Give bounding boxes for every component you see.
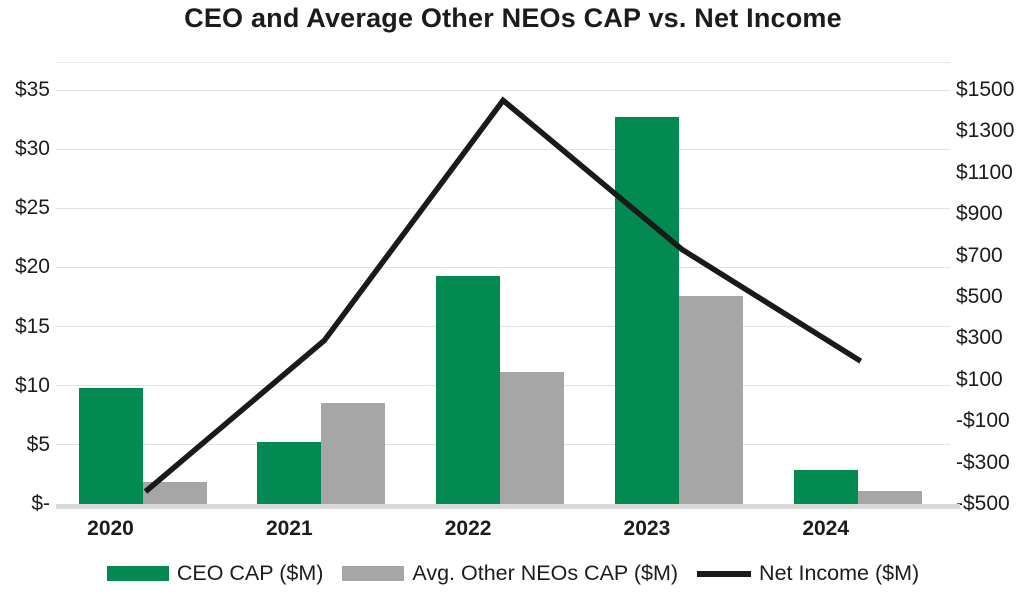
y-axis-tick-label-right: $1100 bbox=[956, 160, 1013, 184]
legend-label-ceo-cap: CEO CAP ($M) bbox=[176, 561, 324, 585]
x-axis-year-label-2021: 2021 bbox=[265, 517, 313, 540]
ceo-cap-bar-2020 bbox=[78, 388, 143, 504]
neo-cap-bar-2020 bbox=[142, 481, 207, 504]
y-axis-tick-label-right: -$100 bbox=[956, 409, 1010, 433]
y-axis-tick-label-right: $300 bbox=[956, 326, 1003, 350]
y-axis-tick-label-right: $1500 bbox=[956, 78, 1015, 101]
x-axis-year-label-2020: 2020 bbox=[87, 517, 134, 540]
ceo-cap-bar-2023 bbox=[614, 117, 679, 504]
neo-cap-bar-2022 bbox=[500, 371, 565, 504]
x-axis-year-label-2024: 2024 bbox=[802, 517, 850, 540]
y-axis-tick-label-right: $700 bbox=[956, 243, 1003, 267]
plot-top-border bbox=[56, 62, 950, 63]
neo-cap-bar-2023 bbox=[678, 295, 743, 504]
gridline bbox=[56, 266, 950, 268]
neo-cap-bar-2024 bbox=[857, 490, 922, 504]
x-axis-year-label-2022: 2022 bbox=[444, 517, 492, 540]
gridline bbox=[56, 89, 950, 91]
y-axis-tick-label-right: -$300 bbox=[956, 450, 1010, 474]
y-axis-tick-label-left: $5 bbox=[26, 432, 50, 456]
neo-cap-bar-2021 bbox=[321, 403, 386, 504]
x-axis-year-label-2023: 2023 bbox=[623, 517, 671, 540]
y-axis-tick-label-left: $30 bbox=[14, 137, 50, 161]
neo-cap-swatch-icon bbox=[342, 566, 405, 581]
gridline bbox=[56, 207, 950, 209]
x-axis-line bbox=[56, 504, 960, 509]
chart-title: CEO and Average Other NEOs CAP vs. Net I… bbox=[184, 3, 842, 33]
y-axis-tick-label-right: -$500 bbox=[956, 492, 1010, 515]
legend-item-neo-cap: Avg. Other NEOs CAP ($M) bbox=[342, 561, 678, 586]
ceo-cap-swatch-icon bbox=[106, 566, 169, 581]
y-axis-tick-label-left: $20 bbox=[14, 255, 50, 279]
legend-label-neo-cap: Avg. Other NEOs CAP ($M) bbox=[412, 561, 679, 585]
ceo-cap-bar-2022 bbox=[436, 275, 501, 504]
y-axis-tick-label-left: $15 bbox=[14, 314, 50, 338]
y-axis-tick-label-left: $35 bbox=[14, 78, 50, 101]
y-axis-tick-label-right: $1300 bbox=[956, 119, 1015, 143]
gridline bbox=[56, 148, 950, 150]
legend-item-net-income: Net Income ($M) bbox=[697, 561, 919, 586]
net-income-line-swatch-icon bbox=[697, 570, 752, 577]
ceo-cap-bar-2021 bbox=[257, 442, 322, 504]
y-axis-tick-label-left: $- bbox=[31, 492, 50, 515]
legend: CEO CAP ($M) Avg. Other NEOs CAP ($M) Ne… bbox=[0, 561, 1026, 586]
legend-item-ceo-cap: CEO CAP ($M) bbox=[106, 561, 324, 586]
legend-label-net-income: Net Income ($M) bbox=[759, 561, 920, 585]
ceo-cap-bar-2024 bbox=[793, 469, 858, 504]
y-axis-tick-label-right: $500 bbox=[956, 285, 1003, 308]
y-axis-tick-label-left: $25 bbox=[14, 196, 50, 220]
y-axis-tick-label-right: $100 bbox=[956, 367, 1003, 391]
gridline bbox=[56, 326, 950, 328]
y-axis-tick-label-left: $10 bbox=[14, 373, 50, 397]
y-axis-tick-label-right: $900 bbox=[956, 202, 1003, 226]
